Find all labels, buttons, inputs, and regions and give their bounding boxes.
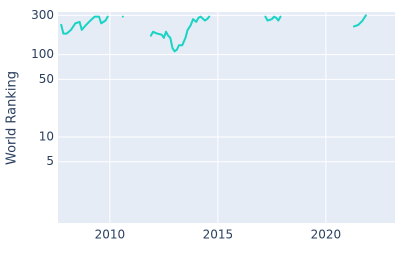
y-tick-label: 100 xyxy=(31,47,54,61)
y-tick-label: 50 xyxy=(39,72,54,86)
x-tick-label: 2015 xyxy=(203,228,234,242)
ranking-line xyxy=(60,14,367,53)
y-tick-label: 300 xyxy=(31,8,54,22)
y-tick-label: 10 xyxy=(39,129,54,143)
y-axis-label: World Ranking xyxy=(5,71,20,165)
plot-area xyxy=(58,12,395,223)
x-tick-label: 2020 xyxy=(311,228,342,242)
x-tick-label: 2010 xyxy=(95,228,126,242)
y-tick-label: 5 xyxy=(46,154,54,168)
